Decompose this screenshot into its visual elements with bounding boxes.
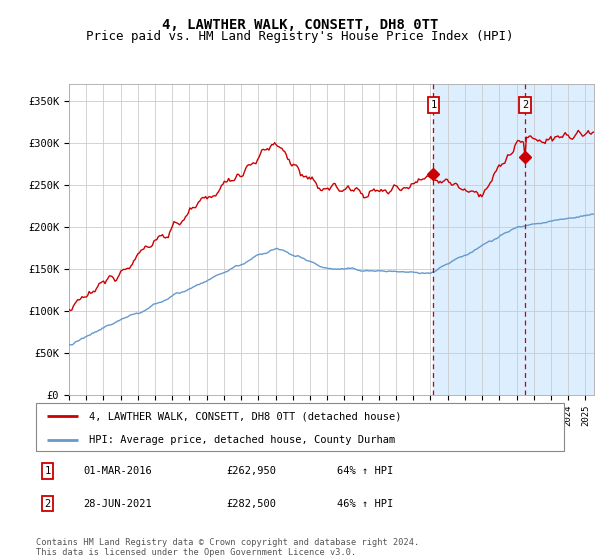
- Text: Contains HM Land Registry data © Crown copyright and database right 2024.
This d: Contains HM Land Registry data © Crown c…: [36, 538, 419, 557]
- FancyBboxPatch shape: [36, 403, 564, 451]
- Text: £262,950: £262,950: [226, 466, 276, 476]
- Text: 01-MAR-2016: 01-MAR-2016: [83, 466, 152, 476]
- Text: 64% ↑ HPI: 64% ↑ HPI: [337, 466, 393, 476]
- Text: 46% ↑ HPI: 46% ↑ HPI: [337, 499, 393, 509]
- Text: 2: 2: [44, 499, 51, 509]
- Text: Price paid vs. HM Land Registry's House Price Index (HPI): Price paid vs. HM Land Registry's House …: [86, 30, 514, 43]
- Text: 1: 1: [44, 466, 51, 476]
- Text: 4, LAWTHER WALK, CONSETT, DH8 0TT: 4, LAWTHER WALK, CONSETT, DH8 0TT: [162, 18, 438, 32]
- Text: 4, LAWTHER WALK, CONSETT, DH8 0TT (detached house): 4, LAWTHER WALK, CONSETT, DH8 0TT (detac…: [89, 411, 401, 421]
- Text: 2: 2: [522, 100, 528, 110]
- Text: HPI: Average price, detached house, County Durham: HPI: Average price, detached house, Coun…: [89, 435, 395, 445]
- Text: £282,500: £282,500: [226, 499, 276, 509]
- Text: 1: 1: [430, 100, 437, 110]
- Bar: [433, 84, 594, 395]
- Text: 28-JUN-2021: 28-JUN-2021: [83, 499, 152, 509]
